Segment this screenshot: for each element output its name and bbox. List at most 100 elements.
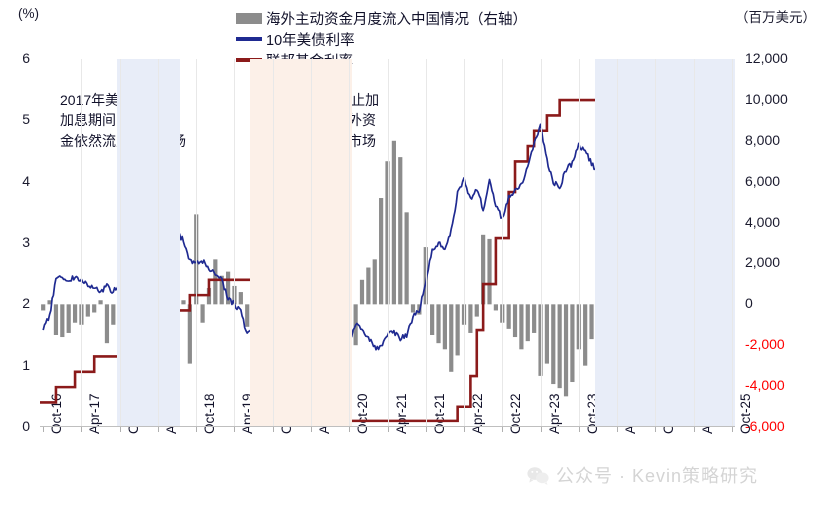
- grid-line: [119, 59, 121, 427]
- right-axis-tick: 2,000: [745, 254, 781, 271]
- left-axis-unit: (%): [18, 6, 39, 21]
- x-axis-tickmark: [617, 427, 619, 432]
- x-axis-tickmark: [578, 427, 580, 432]
- bar-monthly-flow: [487, 238, 492, 305]
- grid-line: [310, 59, 312, 427]
- bar-monthly-flow: [41, 304, 46, 311]
- bar-monthly-flow: [570, 304, 575, 383]
- bar-monthly-flow: [398, 157, 403, 305]
- right-axis-tick: 12,000: [745, 50, 788, 66]
- bar-monthly-flow: [359, 279, 365, 305]
- x-axis-tickmark: [731, 427, 733, 432]
- left-axis-tick: 4: [22, 172, 30, 189]
- left-axis-tick: 1: [22, 356, 30, 373]
- right-axis-tick: -2,000: [745, 336, 785, 353]
- bar-monthly-flow: [104, 304, 110, 344]
- bar-monthly-flow: [245, 304, 250, 327]
- bar-monthly-flow: [525, 304, 530, 342]
- left-axis-tick: 0: [22, 418, 30, 434]
- right-axis-tick: 0: [745, 295, 753, 312]
- x-axis-tickmark: [234, 427, 236, 432]
- x-axis-tickmark: [196, 427, 198, 432]
- bar-monthly-flow: [200, 304, 205, 323]
- x-axis-tickmark: [157, 427, 159, 432]
- bar-monthly-flow: [474, 304, 479, 317]
- highlight-band: [594, 59, 735, 427]
- x-axis-tickmark: [43, 427, 45, 432]
- bar-monthly-flow: [372, 259, 377, 305]
- bar-monthly-flow: [72, 304, 78, 323]
- wechat-icon: [527, 466, 549, 485]
- x-axis-tickmark: [655, 427, 657, 432]
- x-axis-tickmark: [502, 427, 504, 432]
- right-axis-tick: -4,000: [745, 377, 785, 394]
- bar-monthly-flow: [583, 304, 588, 366]
- bar-monthly-flow: [512, 304, 518, 338]
- grid-line: [578, 59, 580, 427]
- legend-label-bar: 海外主动资金月度流入中国情况（右轴）: [266, 11, 527, 28]
- grid-line: [464, 59, 465, 427]
- grid-line: [387, 59, 389, 427]
- plot-area: [40, 59, 735, 432]
- bar-monthly-flow: [238, 292, 243, 305]
- x-axis-tickmark: [693, 427, 695, 432]
- bar-monthly-flow: [53, 304, 59, 335]
- grid-line: [655, 59, 657, 427]
- bar-monthly-flow: [98, 300, 103, 305]
- bar-monthly-flow: [219, 275, 224, 305]
- legend-item-bar: 海外主动资金月度流入中国情况（右轴）: [236, 8, 527, 28]
- left-axis-tick: 6: [22, 50, 30, 66]
- bar-monthly-flow: [468, 304, 473, 333]
- bar-monthly-flow: [519, 304, 524, 350]
- grid-line: [349, 59, 351, 427]
- watermark: 公众号 · Kevin策略研究: [527, 462, 758, 488]
- grid-line: [540, 59, 542, 427]
- grid-line: [425, 59, 427, 427]
- legend-swatch-treasury-icon: [236, 37, 262, 41]
- grid-line: [234, 59, 236, 427]
- x-axis-tickmark: [425, 427, 427, 432]
- bar-monthly-flow: [366, 267, 371, 305]
- bar-monthly-flow: [391, 140, 396, 305]
- plot-frame: [40, 59, 735, 427]
- right-axis-tick: 6,000: [745, 172, 781, 189]
- bar-monthly-flow: [66, 304, 71, 333]
- x-axis-tickmark: [464, 427, 465, 432]
- bar-monthly-flow: [404, 212, 409, 305]
- left-axis-tick: 2: [22, 295, 30, 312]
- right-axis-tick: 10,000: [745, 90, 788, 107]
- grid-line: [731, 59, 733, 427]
- left-axis-tick: 3: [22, 234, 30, 250]
- x-axis-tickmark: [349, 427, 351, 432]
- bar-monthly-flow: [410, 304, 416, 313]
- bar-monthly-flow: [213, 259, 218, 305]
- grid-line: [81, 59, 83, 427]
- bar-monthly-flow: [60, 304, 65, 338]
- right-axis-tick: 4,000: [745, 213, 781, 230]
- bar-monthly-flow: [436, 304, 441, 344]
- bar-monthly-flow: [181, 300, 186, 305]
- bar-monthly-flow: [187, 304, 192, 364]
- right-axis-tick: -6,000: [745, 418, 785, 434]
- bar-monthly-flow: [449, 304, 454, 372]
- bar-monthly-flow: [493, 304, 498, 311]
- bar-monthly-flow: [379, 198, 384, 305]
- x-axis-tickmark: [272, 427, 274, 432]
- grid-line: [617, 59, 619, 427]
- legend-swatch-fedfunds-icon: [236, 58, 262, 62]
- x-axis-tick: Oct-25: [737, 393, 753, 434]
- bar-monthly-flow: [576, 304, 581, 350]
- grid-line: [196, 59, 198, 427]
- watermark-text: 公众号 · Kevin策略研究: [556, 466, 759, 486]
- highlight-band: [116, 59, 181, 427]
- legend-item-treasury: 10年美债利率: [236, 29, 527, 49]
- bar-monthly-flow: [544, 304, 549, 364]
- legend-label-treasury: 10年美债利率: [266, 32, 355, 49]
- bar-monthly-flow: [92, 304, 97, 313]
- bar-monthly-flow: [430, 304, 435, 335]
- bar-monthly-flow: [442, 304, 447, 350]
- bar-monthly-flow: [47, 300, 52, 305]
- x-axis-tickmark: [310, 427, 312, 432]
- bar-monthly-flow: [532, 304, 537, 333]
